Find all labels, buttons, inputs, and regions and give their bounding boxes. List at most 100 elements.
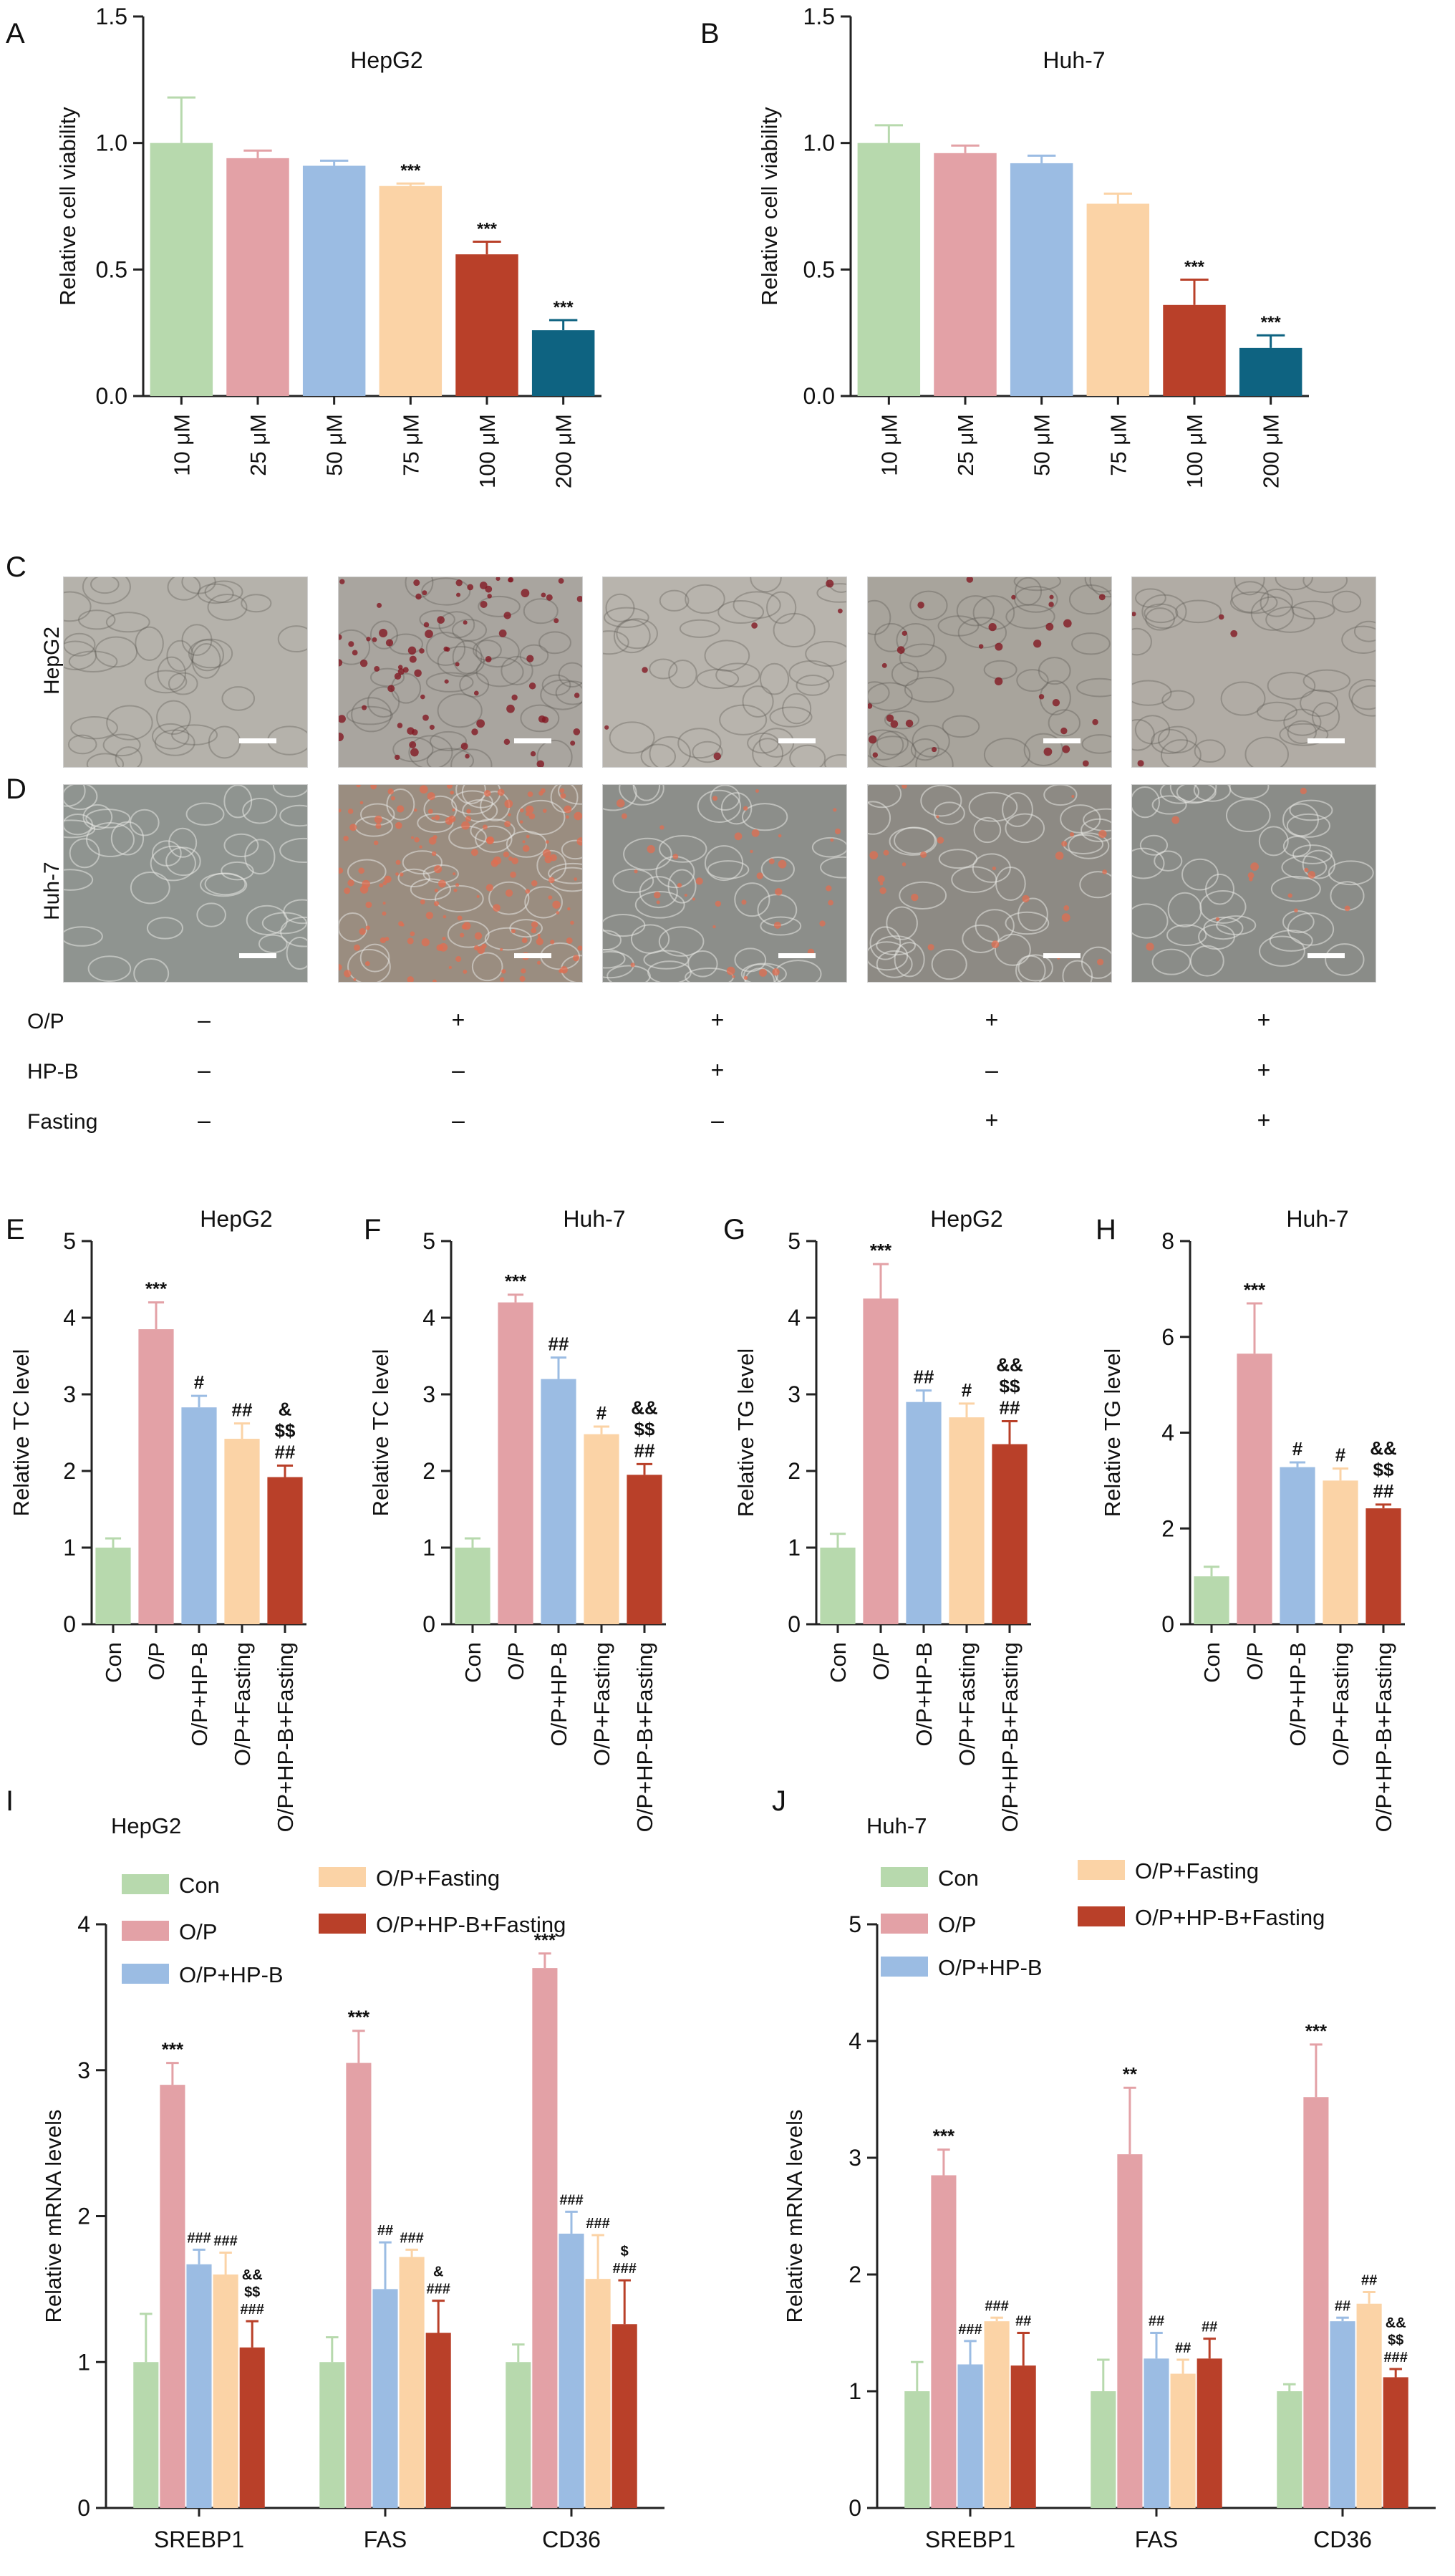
lipid-droplet [560, 966, 568, 974]
lipid-droplet [504, 799, 513, 809]
cell-outline [920, 785, 962, 817]
cell-outline [1292, 844, 1333, 864]
chart-j-legend-label: O/P+Fasting [1135, 1858, 1259, 1883]
lipid-droplet [477, 946, 485, 955]
cell-outline [1283, 708, 1322, 736]
lipid-droplet [759, 968, 768, 977]
lipid-droplet [1061, 841, 1068, 847]
cell-outline [649, 735, 691, 767]
lipid-droplet [819, 920, 826, 927]
lipid-droplet [559, 788, 565, 793]
cell-outline [558, 662, 582, 688]
cell-outline [64, 591, 92, 622]
chart-e-category-label: Con [101, 1642, 126, 1683]
micrograph-huh7-1 [63, 784, 308, 983]
cell-outline [811, 836, 846, 858]
lipid-droplet [684, 894, 687, 897]
cell-outline [429, 730, 468, 751]
lipid-droplet [387, 685, 395, 693]
lipid-droplet [487, 594, 492, 599]
cell-outline [634, 890, 685, 919]
lipid-droplet [387, 788, 394, 795]
lipid-droplet [536, 960, 541, 965]
chart-g-category-label: O/P+HP-B+Fasting [997, 1642, 1023, 1832]
chart-i-bar [425, 2333, 451, 2508]
chart-i-sig-label: ### [613, 2261, 637, 2277]
lipid-droplet [522, 840, 526, 844]
cell-outline [983, 738, 1031, 767]
lipid-droplet [443, 915, 447, 919]
lipid-droplet [1063, 619, 1072, 628]
cell-outline [687, 950, 718, 978]
cell-outline [734, 882, 770, 917]
cell-outline [1203, 916, 1244, 940]
cell-outline [146, 917, 184, 940]
lipid-droplet [879, 887, 886, 894]
lipid-droplet [826, 885, 832, 892]
lipid-droplet [354, 944, 360, 951]
chart-j-legend-swatch [1078, 1906, 1125, 1926]
lipid-droplet [936, 815, 939, 819]
lipid-droplet [879, 882, 884, 886]
chart-j-title: Huh-7 [866, 1813, 927, 1838]
chart-e-ytick-label: 3 [63, 1381, 76, 1407]
cell-outline [421, 577, 471, 606]
lipid-droplet [397, 805, 405, 813]
cell-outline [868, 682, 913, 711]
lipid-droplet [506, 704, 515, 713]
lipid-droplet [530, 751, 536, 757]
lipid-droplet [713, 752, 721, 761]
cell-outline [605, 593, 635, 622]
micrograph-huh7-3 [602, 784, 847, 983]
cell-outline [64, 869, 94, 891]
lipid-droplet [395, 872, 399, 876]
chart-i-sig-label: ### [400, 2230, 423, 2246]
cell-outline [632, 785, 661, 801]
lipid-droplet [374, 815, 382, 824]
chart-a-category-label: 25 μM [246, 414, 271, 476]
chart-panel-b: B 0.0 0.5 1.0 1.5 Relative cell viability Huh-… [700, 4, 1309, 488]
micrograph-texture [64, 785, 307, 982]
chart-e-sig-label: ## [275, 1442, 296, 1463]
chart-j-ytick-label: 4 [849, 2028, 861, 2054]
lipid-droplet [453, 888, 458, 892]
cell-outline [1279, 723, 1329, 746]
chart-e-ytick-label: 0 [63, 1611, 76, 1637]
cell-outline [196, 902, 226, 927]
cell-outline [181, 577, 216, 594]
micrograph-hepg2-2 [338, 577, 583, 768]
lipid-droplet [427, 809, 433, 814]
chart-h-ytick-label: 0 [1161, 1611, 1174, 1637]
chart-i-ytick-label: 3 [77, 2058, 90, 2083]
treatment-sign: – [711, 1107, 724, 1133]
lipid-droplet [397, 668, 405, 675]
cell-outline [1016, 669, 1049, 693]
lipid-droplet [572, 955, 580, 962]
lipid-droplet [461, 821, 470, 830]
cell-outline [1151, 795, 1187, 815]
micrograph-texture [64, 577, 307, 767]
lipid-droplet [353, 978, 357, 981]
cell-outline [752, 738, 784, 767]
cell-outline [1079, 871, 1111, 899]
chart-j-sig-label: *** [1305, 2020, 1328, 2042]
cell-outline [1081, 734, 1111, 754]
lipid-droplet [566, 937, 573, 944]
chart-f-category-label: O/P+HP-B [546, 1642, 571, 1747]
chart-j-bar [1117, 2154, 1143, 2508]
cell-outline [876, 950, 913, 978]
lipid-droplet [672, 854, 679, 859]
cell-outline [972, 853, 1011, 883]
chart-e-ylabel: Relative TC level [9, 1349, 34, 1517]
cell-outline [899, 881, 947, 910]
chart-j-ytick-label: 0 [849, 2495, 861, 2521]
cell-outline [868, 681, 890, 705]
cell-outline [697, 789, 742, 823]
cell-outline [351, 697, 392, 733]
cell-outline [1005, 604, 1055, 629]
lipid-droplet [493, 904, 501, 912]
cell-outline [769, 706, 813, 728]
lipid-droplet [508, 813, 511, 816]
lipid-droplet [343, 835, 349, 841]
chart-e-bar [95, 1548, 131, 1624]
